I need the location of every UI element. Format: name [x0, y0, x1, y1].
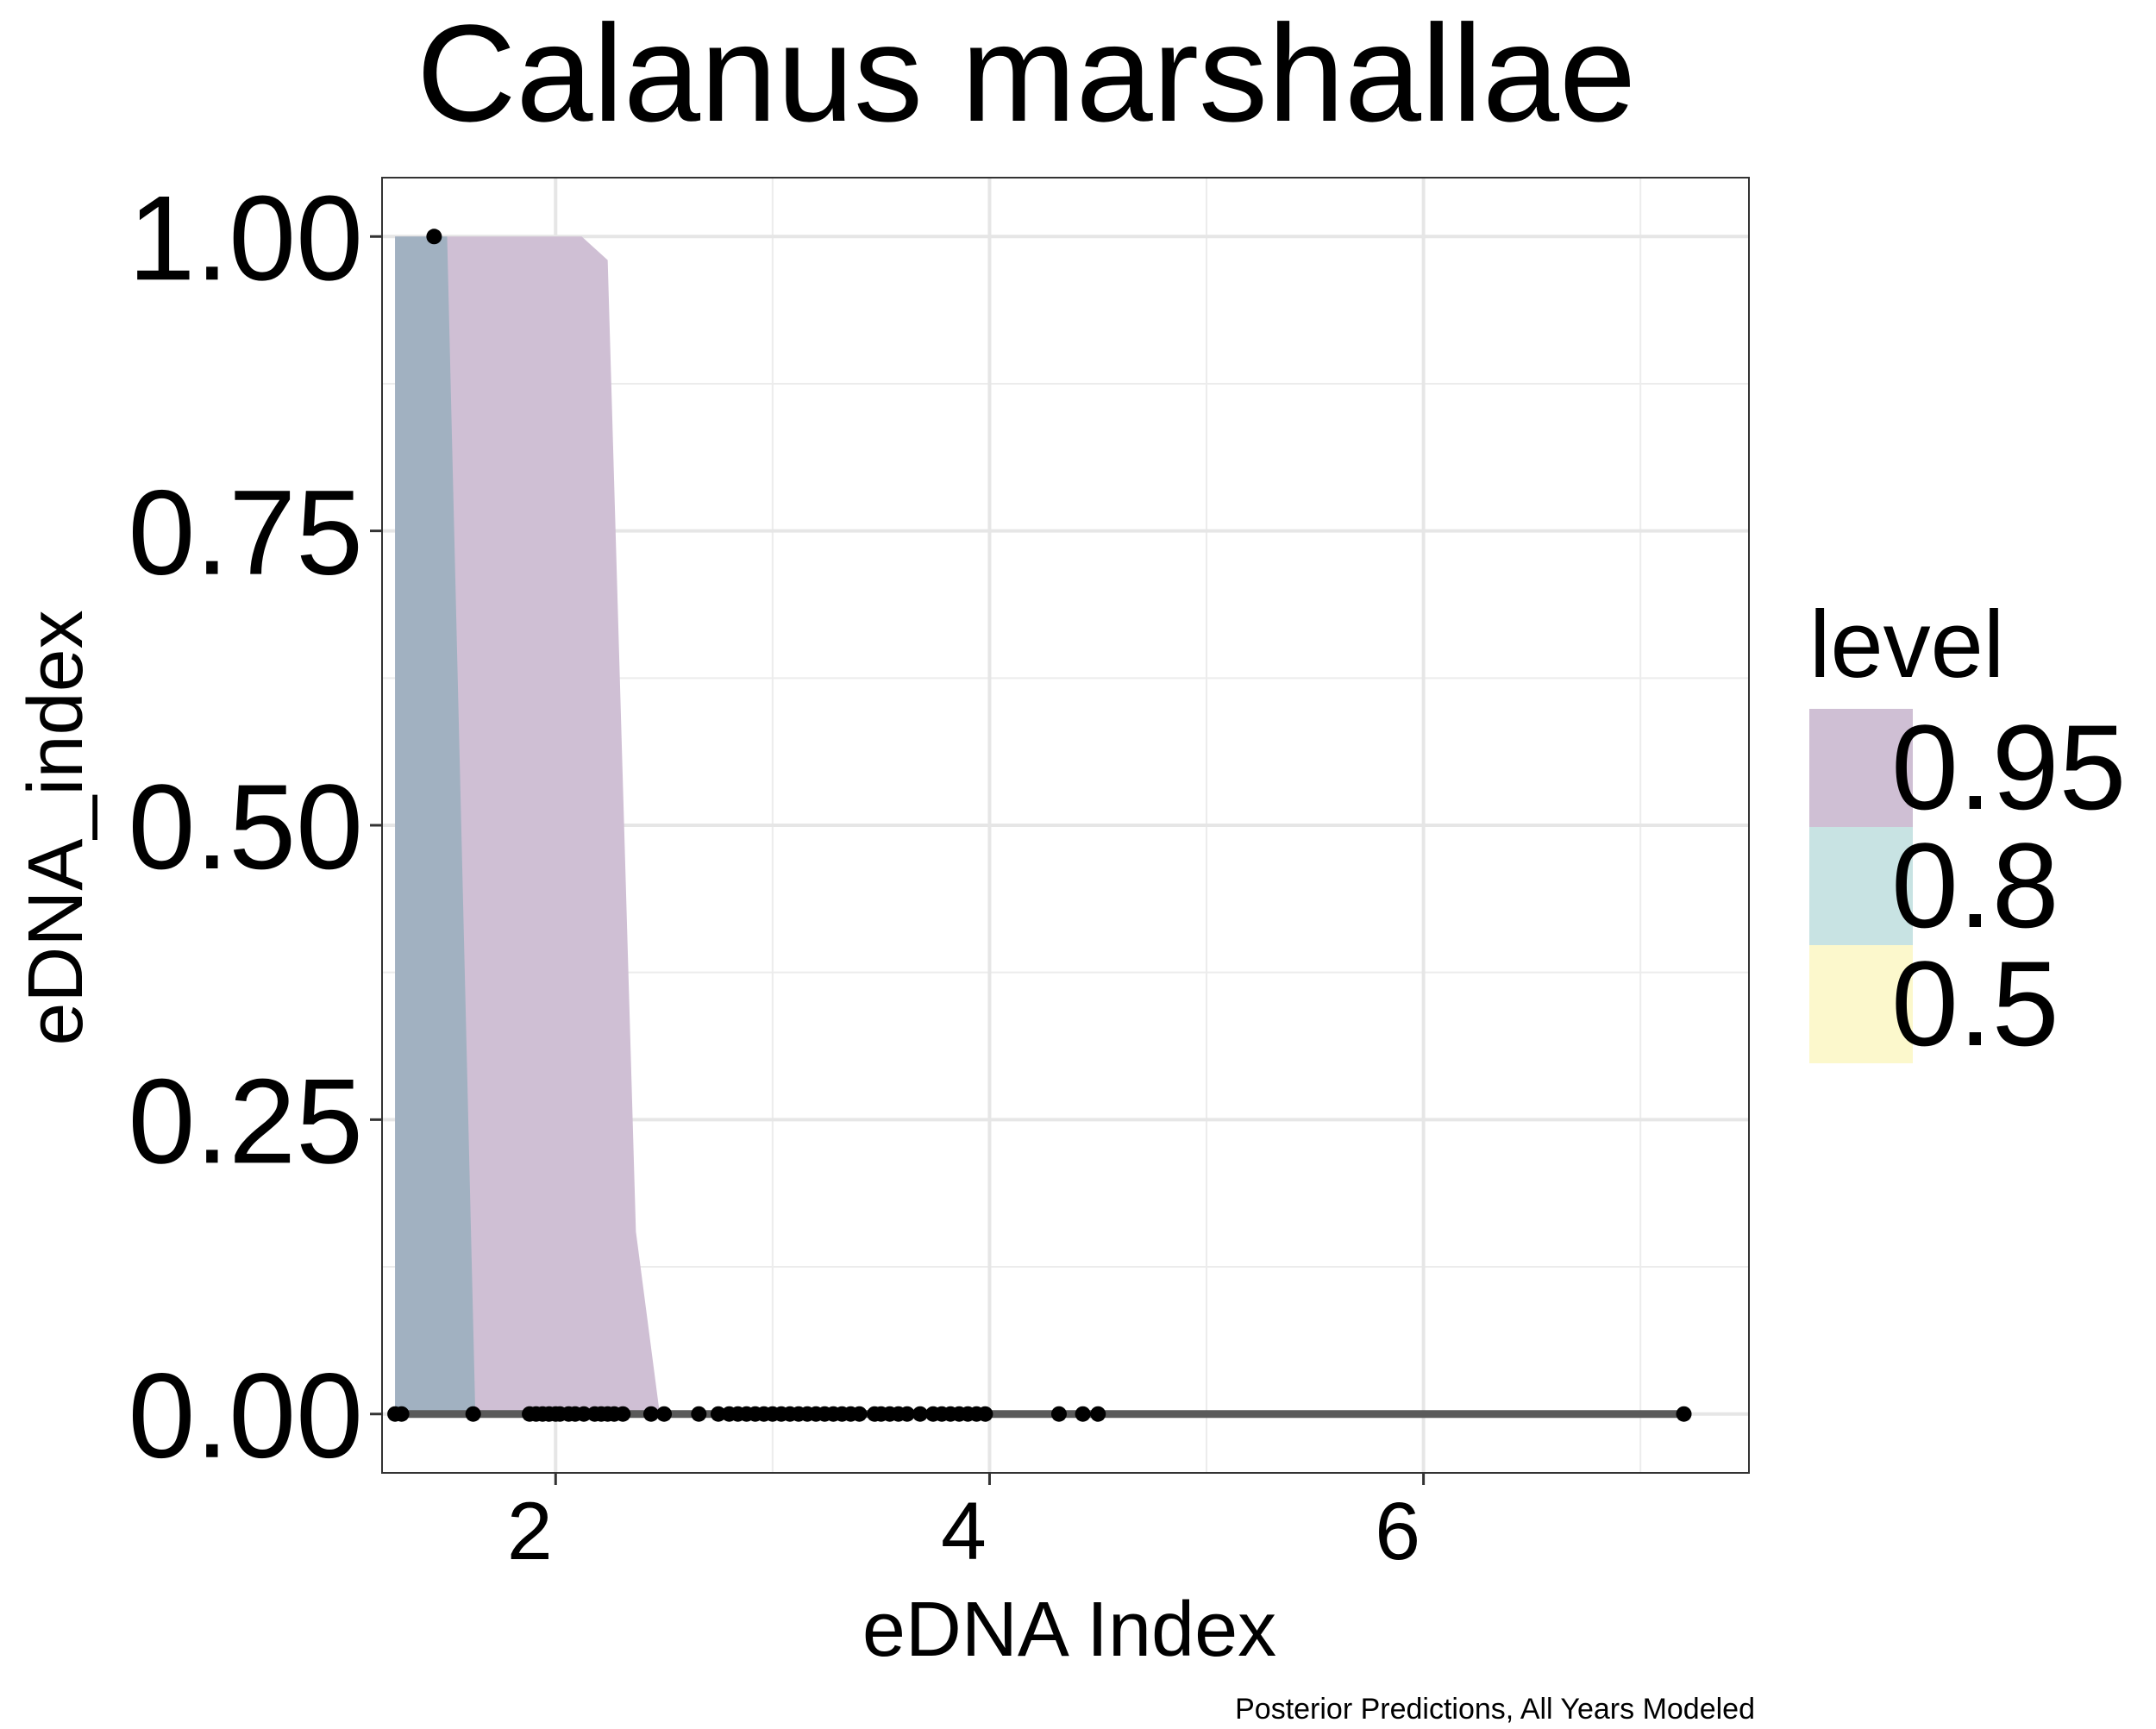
data-point: [575, 1406, 592, 1422]
data-point: [642, 1406, 659, 1422]
legend-label: 0.8: [1891, 818, 2059, 953]
x-tick-label: 6: [1375, 1486, 1420, 1577]
y-tick-label: 1.00: [128, 170, 363, 305]
legend-swatch: [1809, 827, 1913, 945]
interval-bands: [395, 236, 661, 1414]
data-point: [426, 229, 442, 245]
data-point: [977, 1406, 993, 1422]
data-point: [1676, 1406, 1692, 1422]
legend-label: 0.5: [1891, 936, 2059, 1071]
legend-swatch: [1809, 709, 1913, 827]
data-point: [851, 1406, 868, 1422]
data-points: [387, 229, 1692, 1422]
data-point: [899, 1406, 915, 1422]
legend-label: 0.95: [1891, 699, 2126, 835]
axes: 2 4 6 0.00 0.25 0.50 0.75 1.00: [128, 170, 1750, 1577]
data-point: [393, 1406, 410, 1422]
x-axis-label: eDNA Index: [862, 1587, 1276, 1673]
y-tick-label: 0.50: [128, 759, 363, 894]
data-point: [912, 1406, 928, 1422]
data-point: [1075, 1406, 1091, 1422]
data-point: [465, 1406, 481, 1422]
data-point: [710, 1406, 726, 1422]
data-point: [1090, 1406, 1106, 1422]
caption: Posterior Predictions, All Years Modeled: [1235, 1693, 1755, 1725]
legend: level 0.950.80.5: [1809, 592, 2126, 1071]
data-point: [615, 1406, 631, 1422]
y-axis-label: eDNA_index: [13, 610, 99, 1045]
y-tick-label: 0.00: [128, 1348, 363, 1483]
legend-swatch: [1809, 945, 1913, 1063]
x-tick-label: 4: [941, 1486, 987, 1577]
x-tick-label: 2: [507, 1486, 553, 1577]
chart-title: Calanus marshallae: [417, 0, 1636, 150]
data-point: [656, 1406, 673, 1422]
band-0-8: [395, 236, 476, 1414]
data-point: [1050, 1406, 1067, 1422]
legend-title: level: [1809, 592, 2004, 698]
data-point: [691, 1406, 707, 1422]
y-tick-label: 0.25: [128, 1053, 363, 1188]
y-tick-label: 0.75: [128, 465, 363, 600]
